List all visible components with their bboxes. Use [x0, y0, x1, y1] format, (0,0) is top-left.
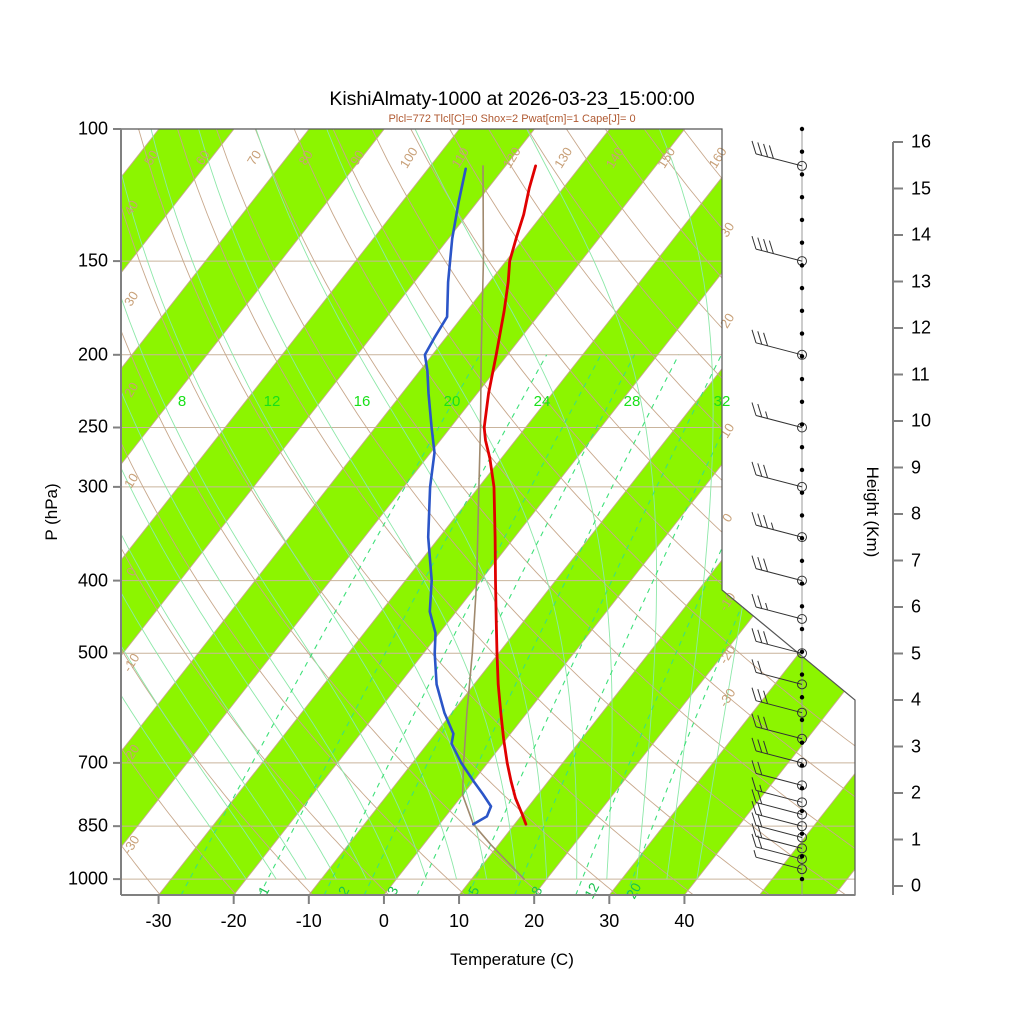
pressure-tick-label: 1000 — [67, 868, 108, 889]
pressure-ticks — [113, 128, 121, 881]
svg-text:20: 20 — [121, 380, 141, 400]
temperature-tick-label: 40 — [674, 911, 695, 931]
svg-text:-10: -10 — [120, 651, 143, 675]
svg-text:80: 80 — [295, 148, 315, 168]
axis-spines — [120, 129, 855, 896]
temperature-tick-label: 20 — [524, 911, 545, 931]
temperature-tick-label: -20 — [220, 911, 247, 931]
height-tick-label: 7 — [911, 550, 922, 570]
height-tick-label: 5 — [911, 643, 922, 663]
temperature-tick-label: -10 — [295, 911, 322, 931]
chart-subtitle: Plcl=772 Tlcl[C]=0 Shox=2 Pwat[cm]=1 Cap… — [388, 113, 636, 125]
temperature-tick-label: -30 — [145, 911, 172, 931]
svg-text:12: 12 — [264, 393, 281, 410]
height-tick-label: 12 — [911, 317, 932, 338]
height-tick-label: 8 — [911, 503, 922, 524]
svg-text:50: 50 — [141, 148, 161, 168]
svg-text:24: 24 — [534, 393, 551, 410]
height-tick-label: 2 — [911, 782, 922, 803]
pressure-tick-label: 850 — [77, 815, 108, 836]
svg-text:130: 130 — [551, 144, 575, 170]
pressure-tick-label: 700 — [77, 752, 108, 773]
height-tick-label: 15 — [911, 178, 932, 198]
height-tick-label: 10 — [911, 410, 932, 431]
svg-text:10: 10 — [121, 471, 141, 491]
temperature-axis-label: Temperature (C) — [450, 950, 574, 969]
pressure-tick-label: 500 — [77, 642, 108, 663]
pressure-tick-label: 300 — [77, 476, 108, 497]
height-axis — [892, 141, 903, 895]
svg-text:70: 70 — [244, 148, 264, 168]
pressure-tick-label: 100 — [77, 118, 108, 139]
height-tick-label: 4 — [911, 689, 922, 710]
svg-text:60: 60 — [192, 148, 212, 168]
svg-text:160: 160 — [706, 144, 730, 170]
height-tick-label: 14 — [911, 224, 932, 245]
svg-text:28: 28 — [624, 393, 641, 410]
svg-text:20: 20 — [717, 311, 737, 331]
height-tick-label: 0 — [911, 875, 922, 896]
svg-text:100: 100 — [397, 144, 421, 170]
pressure-tick-label: 400 — [77, 570, 108, 591]
isotherm-lines — [121, 129, 855, 895]
pressure-tick-label: 150 — [77, 250, 108, 271]
height-tick-label: 9 — [911, 457, 922, 477]
svg-text:8: 8 — [178, 393, 186, 410]
temperature-profile — [482, 164, 537, 826]
svg-text:12: 12 — [581, 880, 603, 901]
dry-adiabat-labels: 8 12 16 20 24 28 32 — [178, 393, 731, 410]
temperature-tick-label: 0 — [378, 911, 389, 931]
dewpoint-profile — [423, 167, 493, 826]
height-tick-label: 16 — [911, 131, 932, 152]
temperature-tick-label: 30 — [599, 911, 620, 931]
pressure-tick-label: 200 — [77, 344, 108, 365]
wind-barb-column — [751, 126, 807, 895]
height-tick-label: 11 — [911, 364, 930, 384]
svg-text:20: 20 — [444, 393, 461, 410]
svg-text:90: 90 — [347, 148, 367, 168]
svg-text:16: 16 — [354, 393, 371, 410]
temperature-tick-label: 10 — [449, 911, 470, 931]
svg-text:40: 40 — [121, 198, 141, 218]
pressure-tick-label: 250 — [77, 416, 108, 437]
chart-title: KishiAlmaty-1000 at 2026-03-23_15:00:00 — [329, 88, 695, 110]
height-tick-label: 1 — [911, 829, 922, 849]
height-tick-label: 13 — [911, 271, 932, 291]
temperature-ticks — [157, 895, 686, 904]
height-tick-label: 3 — [911, 736, 922, 756]
moist-adiabat-lines — [121, 129, 788, 880]
height-tick-label: 6 — [911, 596, 922, 617]
svg-text:30: 30 — [121, 289, 141, 309]
svg-text:0: 0 — [719, 511, 736, 525]
